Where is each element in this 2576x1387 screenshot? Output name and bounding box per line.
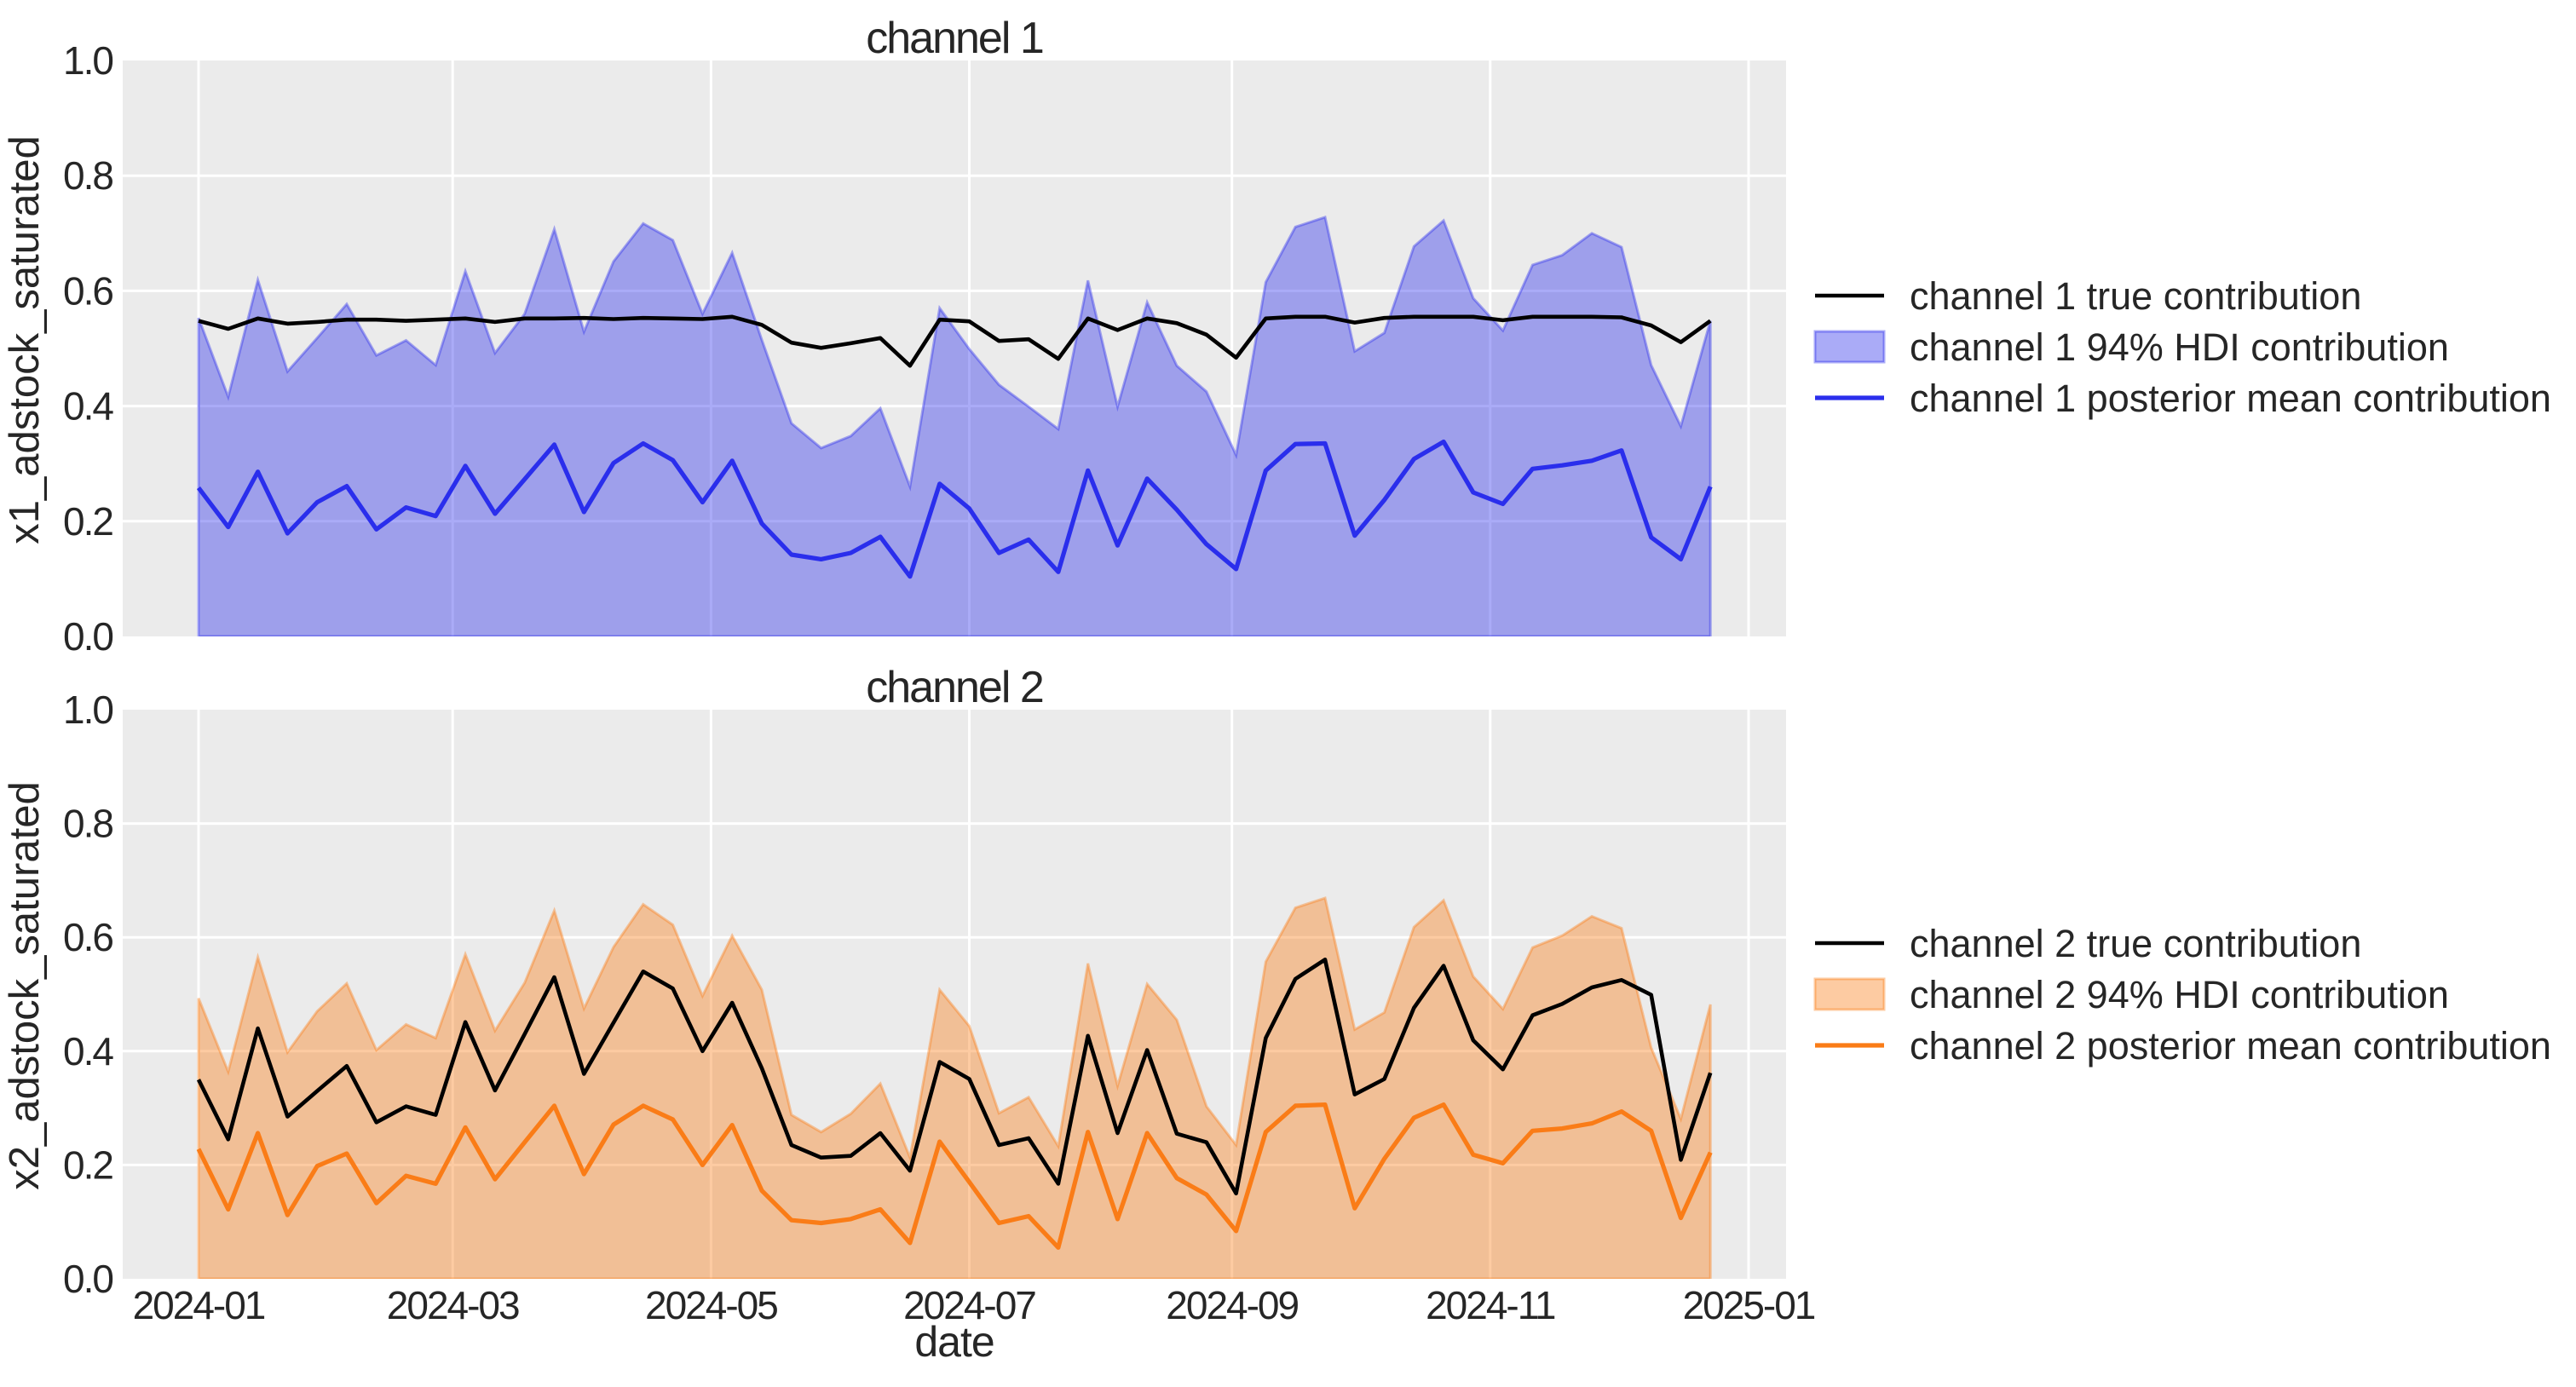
svg-text:channel 1 posterior mean contr: channel 1 posterior mean contribution [1910, 377, 2551, 420]
svg-text:0.0: 0.0 [63, 614, 112, 659]
svg-text:channel 2 true contribution: channel 2 true contribution [1910, 922, 2361, 965]
svg-text:x1_adstock_saturated: x1_adstock_saturated [2, 135, 48, 544]
svg-text:2024-09: 2024-09 [1166, 1283, 1298, 1327]
svg-text:0.4: 0.4 [63, 1029, 113, 1073]
svg-text:0.4: 0.4 [63, 384, 113, 429]
svg-text:0.0: 0.0 [63, 1257, 112, 1301]
svg-text:2024-01: 2024-01 [133, 1283, 265, 1327]
svg-text:1.0: 1.0 [63, 38, 112, 83]
svg-text:1.0: 1.0 [63, 688, 112, 732]
svg-text:2024-03: 2024-03 [387, 1283, 519, 1327]
svg-text:channel 2 posterior mean contr: channel 2 posterior mean contribution [1910, 1024, 2551, 1068]
svg-text:channel 2 94% HDI contribution: channel 2 94% HDI contribution [1910, 973, 2449, 1016]
svg-text:channel 1 true contribution: channel 1 true contribution [1910, 274, 2361, 318]
svg-text:x2_adstock_saturated: x2_adstock_saturated [2, 781, 48, 1189]
svg-text:channel 1: channel 1 [866, 14, 1043, 63]
svg-text:0.6: 0.6 [63, 268, 112, 313]
svg-text:channel 1 94% HDI contribution: channel 1 94% HDI contribution [1910, 325, 2449, 369]
svg-text:0.8: 0.8 [63, 153, 112, 198]
svg-text:0.2: 0.2 [63, 499, 112, 544]
svg-text:channel 2: channel 2 [866, 663, 1043, 712]
svg-text:2024-05: 2024-05 [645, 1283, 777, 1327]
svg-text:0.2: 0.2 [63, 1142, 112, 1187]
svg-text:2024-07: 2024-07 [903, 1283, 1035, 1327]
svg-text:date: date [914, 1318, 994, 1366]
svg-text:0.8: 0.8 [63, 802, 112, 846]
svg-text:2025-01: 2025-01 [1683, 1283, 1815, 1327]
svg-text:0.6: 0.6 [63, 915, 112, 959]
svg-text:2024-11: 2024-11 [1426, 1283, 1555, 1327]
